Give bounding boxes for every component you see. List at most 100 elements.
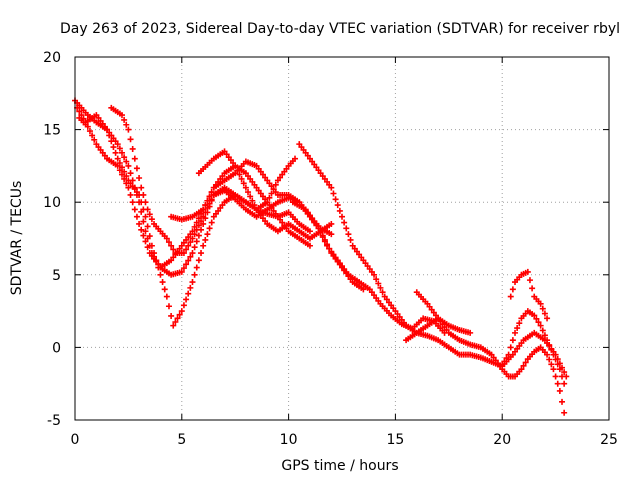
data-point	[204, 231, 211, 238]
data-point	[161, 286, 168, 293]
x-tick-label: 15	[386, 432, 404, 448]
data-point	[195, 257, 202, 264]
data-point	[268, 190, 275, 197]
data-point	[204, 197, 211, 204]
y-tick-label: 0	[52, 340, 61, 356]
data-point	[112, 149, 119, 156]
data-point	[249, 197, 256, 204]
data-point	[548, 361, 555, 368]
data-point	[330, 190, 337, 197]
data-point	[172, 318, 179, 325]
data-point	[114, 162, 121, 169]
x-tick-label: 0	[71, 432, 80, 448]
data-point	[236, 171, 243, 178]
data-point	[127, 136, 134, 143]
series-arc-6	[195, 148, 299, 213]
data-point	[328, 220, 335, 227]
data-point	[518, 366, 525, 373]
data-point	[198, 250, 205, 257]
data-point	[264, 199, 271, 206]
data-point	[163, 235, 170, 242]
data-point	[247, 193, 254, 200]
y-tick-label: 5	[52, 268, 61, 284]
data-point	[306, 228, 313, 235]
data-point	[522, 359, 529, 366]
data-point	[185, 257, 192, 264]
y-tick-label: 15	[43, 123, 61, 139]
data-point	[332, 196, 339, 203]
data-point	[202, 236, 209, 243]
data-point	[509, 286, 516, 293]
data-point	[512, 329, 519, 336]
y-tick-label: 20	[43, 50, 61, 66]
data-point	[157, 271, 164, 278]
data-point	[178, 308, 185, 315]
data-point	[535, 319, 542, 326]
data-point	[526, 277, 533, 284]
y-axis-label: SDTVAR / TECUs	[9, 181, 25, 296]
data-point	[189, 250, 196, 257]
data-point	[531, 312, 538, 319]
data-point	[533, 315, 540, 322]
data-point	[328, 184, 335, 191]
data-point	[270, 186, 277, 193]
data-point	[86, 128, 93, 135]
data-point	[548, 346, 555, 353]
data-point	[559, 373, 566, 380]
data-point	[129, 199, 136, 206]
data-point	[123, 158, 130, 165]
data-point	[529, 285, 536, 292]
data-point	[121, 116, 128, 123]
data-point	[133, 165, 140, 172]
data-point	[180, 250, 187, 257]
data-point	[245, 189, 252, 196]
data-point	[114, 155, 121, 162]
x-tick-label: 5	[177, 432, 186, 448]
data-point	[189, 235, 196, 242]
data-point	[133, 213, 140, 220]
data-point	[168, 242, 175, 249]
data-point	[116, 167, 123, 174]
data-point	[193, 238, 200, 245]
data-point	[313, 220, 320, 227]
data-point	[125, 162, 132, 169]
data-point	[116, 145, 123, 152]
data-point	[552, 373, 559, 380]
data-point	[187, 239, 194, 246]
data-point	[238, 175, 245, 182]
data-point	[503, 355, 510, 362]
data-point	[341, 219, 348, 226]
data-point	[339, 213, 345, 220]
data-point	[191, 271, 198, 278]
data-point	[328, 231, 335, 238]
data-point	[176, 311, 183, 318]
data-point	[140, 232, 147, 239]
data-point	[142, 213, 149, 220]
data-point	[334, 202, 341, 209]
data-point	[315, 225, 322, 232]
data-points	[72, 97, 570, 416]
data-point	[539, 327, 546, 334]
data-point	[559, 398, 566, 405]
data-point	[507, 293, 514, 300]
data-point	[195, 222, 202, 229]
data-point	[232, 162, 239, 169]
data-point	[321, 238, 328, 245]
data-point	[206, 193, 213, 200]
data-point	[561, 369, 568, 376]
data-point	[136, 175, 143, 181]
data-point	[467, 329, 474, 336]
data-point	[165, 239, 172, 246]
data-point	[319, 234, 326, 241]
data-point	[539, 305, 546, 312]
data-point	[550, 351, 557, 358]
data-point	[118, 171, 125, 178]
x-tick-label: 25	[600, 432, 618, 448]
data-point	[242, 184, 249, 191]
data-point	[104, 126, 111, 133]
data-point	[193, 264, 200, 271]
data-point	[185, 242, 192, 249]
data-point	[345, 231, 352, 238]
data-point	[146, 211, 153, 218]
data-point	[174, 315, 181, 322]
